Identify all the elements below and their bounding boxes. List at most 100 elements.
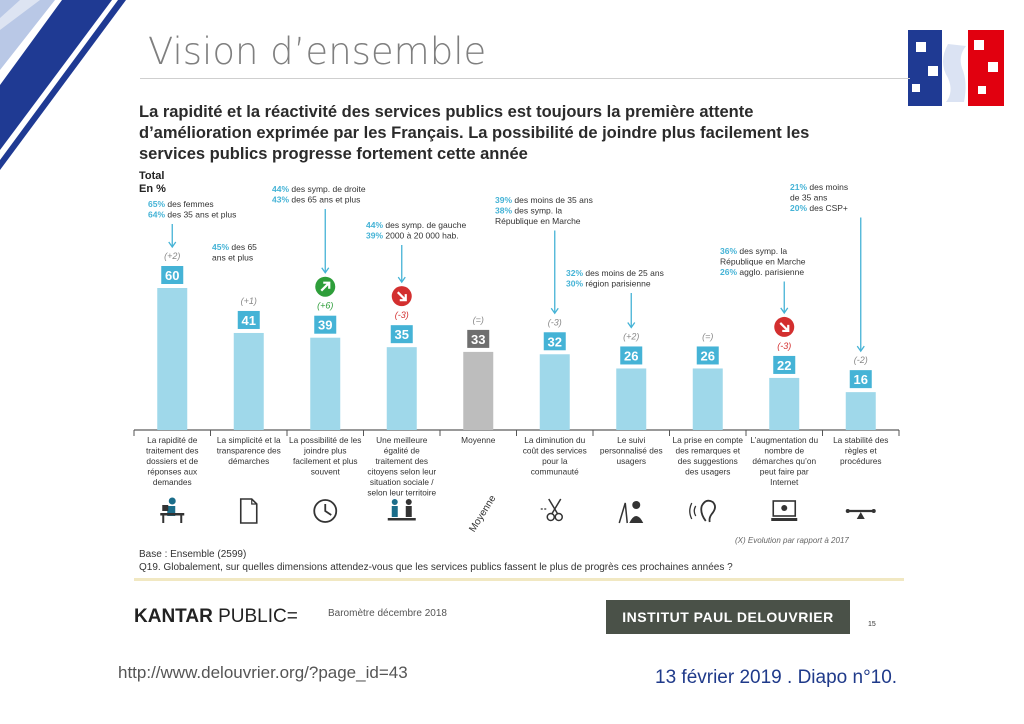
callout-text: 32% des moins de 25 ans	[566, 268, 664, 278]
slide-title: Vision d’ensemble	[148, 30, 487, 73]
data-label-box	[237, 310, 260, 329]
evolution-label: (+1)	[241, 296, 257, 306]
callout-percent: 21%	[790, 182, 807, 192]
category-label: des suggestions	[678, 456, 738, 466]
category-label: selon leur territoire	[367, 488, 436, 498]
callout-text: République en Marche	[495, 216, 581, 226]
callout-description: des 65	[229, 242, 257, 252]
callout-text: 45% des 65	[212, 242, 257, 252]
category-label: démarches	[228, 456, 269, 466]
trend-arrow-glyph	[396, 291, 407, 302]
category-label: pour la	[542, 456, 568, 466]
callout-percent: 44%	[272, 184, 289, 194]
callout-text: 20% des CSP+	[790, 203, 848, 213]
callout-text: 65% des femmes	[148, 199, 214, 209]
base-sample: Base : Ensemble (2599)	[139, 549, 247, 560]
callout-text: 30% région parisienne	[566, 279, 651, 289]
callout-text: 44% des symp. de droite	[272, 184, 366, 194]
callout-description: région parisienne	[583, 279, 651, 289]
category-label: La stabilité des	[833, 435, 888, 445]
barometre-label: Baromètre décembre 2018	[328, 608, 447, 619]
category-label: communauté	[531, 467, 579, 477]
callout-text: 39% 2000 à 20 000 hab.	[366, 231, 459, 241]
bar	[233, 332, 264, 430]
balance-icon	[845, 509, 876, 519]
data-label: 60	[165, 268, 179, 283]
callout-text: République en Marche	[720, 257, 806, 267]
callout-description: des CSP+	[807, 203, 848, 213]
corner-stripes-decoration	[0, 0, 126, 170]
callout-text: de 35 ans	[790, 193, 827, 203]
callout-percent: 20%	[790, 203, 807, 213]
callout-description: des 35 ans et plus	[165, 210, 236, 220]
callout-description: des moins	[807, 182, 848, 192]
data-label: 26	[624, 348, 638, 363]
callout-description: de 35 ans	[790, 193, 827, 203]
evolution-label: (+2)	[164, 251, 180, 261]
clock-icon	[313, 499, 338, 523]
ear-icon	[689, 499, 716, 523]
bar	[845, 392, 876, 430]
callout-description: agglo. parisienne	[737, 267, 804, 277]
data-label-box	[620, 346, 643, 365]
category-label: La prise en compte	[672, 435, 743, 445]
data-label: 22	[777, 358, 791, 373]
bar	[539, 354, 570, 430]
total-label: Total En %	[139, 170, 166, 196]
data-label-box	[314, 315, 337, 334]
callout-percent: 64%	[148, 210, 165, 220]
category-label: usagers	[616, 456, 646, 466]
category-label: joindre plus	[303, 446, 346, 456]
headline-line-2: d’amélioration exprimée par les Français…	[139, 124, 810, 142]
callout-text: 26% agglo. parisienne	[720, 267, 804, 277]
title-divider	[140, 78, 910, 79]
callout-percent: 39%	[495, 195, 512, 205]
category-label: des remarques et	[675, 446, 740, 456]
callout-text: 39% des moins de 35 ans	[495, 195, 593, 205]
bar	[310, 337, 341, 430]
category-label: Le suivi	[617, 435, 645, 445]
callout-arrow-head	[627, 322, 636, 329]
category-label: peut faire par	[760, 467, 809, 477]
total-label-unit: En %	[139, 183, 166, 195]
public-wordmark: PUBLIC=	[212, 606, 298, 627]
category-label: égalité de	[384, 446, 420, 456]
callout-description: des symp. la	[737, 246, 787, 256]
data-label: 26	[701, 348, 715, 363]
evolution-label: (+2)	[623, 331, 639, 341]
footer-divider	[134, 578, 904, 581]
callout-percent: 30%	[566, 279, 583, 289]
category-label: traitement des	[375, 456, 428, 466]
trend-arrow-glyph	[320, 281, 331, 292]
data-label: 35	[395, 327, 409, 342]
bar	[769, 377, 800, 430]
category-label: Internet	[770, 477, 799, 487]
category-label: Moyenne	[461, 435, 496, 445]
scissors-icon	[540, 498, 563, 522]
evolution-label: (-3)	[777, 341, 791, 351]
bar	[692, 368, 723, 430]
base-note: Base : Ensemble (2599) Q19. Globalement,…	[139, 548, 733, 574]
kantar-public-logo: KANTAR PUBLIC=	[134, 606, 298, 628]
data-label: 32	[548, 334, 562, 349]
callout-arrow-head	[856, 345, 865, 353]
total-label-line-1: Total	[139, 170, 165, 182]
callout-arrow-head	[321, 267, 330, 274]
document-icon	[239, 498, 258, 524]
slide-date: 13 février 2019 . Diapo n°10.	[655, 667, 898, 688]
category-label: facilement et plus	[293, 456, 358, 466]
data-label: 16	[854, 372, 868, 387]
source-url[interactable]: http://www.delouvrier.org/?page_id=43	[118, 663, 408, 682]
data-label-box	[696, 346, 719, 365]
callout-description: des femmes	[165, 199, 214, 209]
category-label: dossiers et de	[146, 456, 198, 466]
category-label: procédures	[840, 456, 882, 466]
callout-arrow-head	[168, 241, 177, 249]
evolution-label: (-2)	[854, 355, 868, 365]
institut-delouvrier-banner: INSTITUT PAUL DELOUVRIER	[606, 600, 850, 634]
callout-description: des moins de 25 ans	[583, 268, 664, 278]
category-label: démarches qu’on	[752, 456, 816, 466]
category-label: La simplicité et la	[217, 435, 281, 445]
callout-text: 36% des symp. la	[720, 246, 787, 256]
data-label: 41	[242, 313, 256, 328]
